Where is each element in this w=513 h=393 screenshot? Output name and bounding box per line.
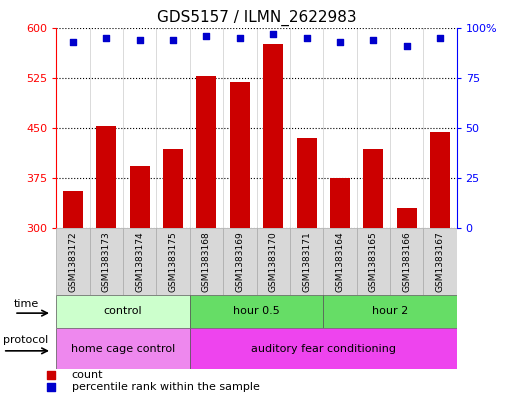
Bar: [330, 178, 350, 228]
Bar: [357, 228, 390, 295]
Bar: [56, 228, 90, 295]
Point: [202, 32, 210, 39]
Bar: [130, 166, 150, 228]
Text: GSM1383164: GSM1383164: [336, 231, 344, 292]
Text: hour 2: hour 2: [372, 307, 408, 316]
Point: [102, 35, 110, 41]
Text: GSM1383173: GSM1383173: [102, 231, 111, 292]
Bar: [297, 138, 317, 228]
Point: [235, 35, 244, 41]
Point: [483, 217, 491, 224]
Bar: [56, 328, 190, 369]
Text: GSM1383170: GSM1383170: [269, 231, 278, 292]
Text: hour 0.5: hour 0.5: [233, 307, 280, 316]
Point: [369, 37, 377, 43]
Point: [69, 39, 77, 45]
Text: GSM1383172: GSM1383172: [69, 231, 77, 292]
Text: GSM1383174: GSM1383174: [135, 231, 144, 292]
Bar: [397, 208, 417, 228]
Text: GSM1383169: GSM1383169: [235, 231, 244, 292]
Bar: [123, 228, 156, 295]
Bar: [190, 228, 223, 295]
Text: GSM1383167: GSM1383167: [436, 231, 444, 292]
Text: GSM1383166: GSM1383166: [402, 231, 411, 292]
Bar: [190, 295, 323, 328]
Bar: [256, 228, 290, 295]
Bar: [290, 228, 323, 295]
Text: percentile rank within the sample: percentile rank within the sample: [72, 382, 260, 392]
Bar: [63, 191, 83, 228]
Text: home cage control: home cage control: [71, 344, 175, 354]
Bar: [156, 228, 190, 295]
Point: [402, 42, 410, 49]
Bar: [430, 132, 450, 228]
Text: GSM1383168: GSM1383168: [202, 231, 211, 292]
Bar: [423, 228, 457, 295]
Text: control: control: [104, 307, 143, 316]
Point: [302, 35, 310, 41]
Bar: [56, 295, 190, 328]
Text: auditory fear conditioning: auditory fear conditioning: [251, 344, 396, 354]
Bar: [363, 149, 383, 228]
Point: [135, 37, 144, 43]
Bar: [223, 228, 256, 295]
Point: [483, 325, 491, 331]
Text: count: count: [72, 370, 103, 380]
Bar: [390, 228, 423, 295]
Bar: [263, 44, 283, 228]
Bar: [163, 149, 183, 228]
Text: time: time: [14, 299, 40, 309]
Bar: [190, 328, 457, 369]
Point: [436, 35, 444, 41]
Text: protocol: protocol: [3, 335, 48, 345]
Bar: [323, 295, 457, 328]
Bar: [196, 75, 216, 228]
Point: [269, 30, 277, 37]
Bar: [323, 228, 357, 295]
Point: [336, 39, 344, 45]
Text: GSM1383175: GSM1383175: [169, 231, 177, 292]
Text: GSM1383171: GSM1383171: [302, 231, 311, 292]
Bar: [230, 82, 250, 228]
Point: [169, 37, 177, 43]
Text: GSM1383165: GSM1383165: [369, 231, 378, 292]
Bar: [90, 228, 123, 295]
Bar: [96, 126, 116, 228]
Title: GDS5157 / ILMN_2622983: GDS5157 / ILMN_2622983: [156, 10, 357, 26]
